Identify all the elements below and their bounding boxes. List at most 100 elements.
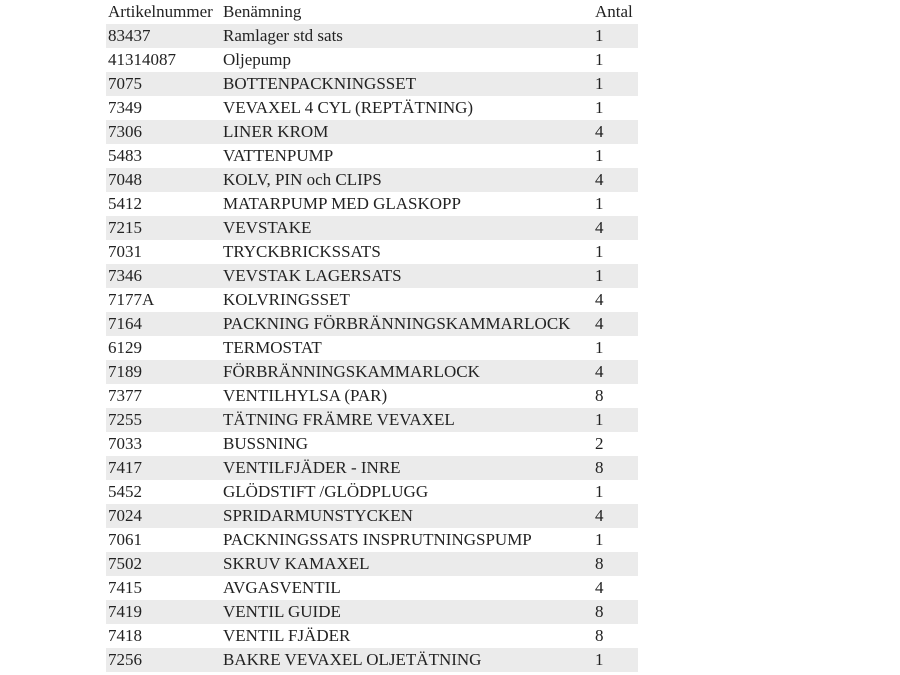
table-row: 7164 PACKNING FÖRBRÄNNINGSKAMMARLOCK 4: [106, 312, 638, 336]
header-name: Benämning: [223, 2, 302, 21]
table-row: 6129 TERMOSTAT 1: [106, 336, 638, 360]
cell-qty: 1: [593, 648, 638, 672]
cell-article: 5412: [108, 194, 142, 213]
cell-name: FÖRBRÄNNINGSKAMMARLOCK: [221, 360, 593, 384]
cell-qty: 1: [593, 264, 638, 288]
cell-qty: 1: [595, 98, 604, 117]
cell-qty: 1: [595, 50, 604, 69]
table-row: 7255 TÄTNING FRÄMRE VEVAXEL 1: [106, 408, 638, 432]
cell-name: PACKNING FÖRBRÄNNINGSKAMMARLOCK: [221, 312, 593, 336]
parts-table: Artikelnummer Benämning Antal 83437 Ramla…: [106, 0, 638, 672]
cell-qty: 1: [595, 242, 604, 261]
table-row: 7419 VENTIL GUIDE 8: [106, 600, 638, 624]
cell-name: TÄTNING FRÄMRE VEVAXEL: [221, 408, 593, 432]
cell-article: 7256: [106, 648, 221, 672]
table-row: 7075 BOTTENPACKNINGSSET 1: [106, 72, 638, 96]
cell-qty: 4: [593, 504, 638, 528]
cell-qty: 1: [595, 194, 604, 213]
cell-qty: 1: [595, 338, 604, 357]
table-row: 7306 LINER KROM 4: [106, 120, 638, 144]
table-row: 5452 GLÖDSTIFT /GLÖDPLUGG 1: [106, 480, 638, 504]
cell-qty: 1: [593, 24, 638, 48]
cell-qty: 2: [595, 434, 604, 453]
cell-name: SKRUV KAMAXEL: [221, 552, 593, 576]
cell-name: VENTIL FJÄDER: [223, 626, 351, 645]
table-row: 7349 VEVAXEL 4 CYL (REPTÄTNING) 1: [106, 96, 638, 120]
table-row: 7502 SKRUV KAMAXEL 8: [106, 552, 638, 576]
cell-name: PACKNINGSSATS INSPRUTNINGSPUMP: [223, 530, 532, 549]
cell-article: 7061: [108, 530, 142, 549]
cell-article: 5483: [108, 146, 142, 165]
table-row: 7177A KOLVRINGSSET 4: [106, 288, 638, 312]
cell-qty: 1: [595, 146, 604, 165]
cell-article: 7349: [108, 98, 142, 117]
table-row: 41314087 Oljepump 1: [106, 48, 638, 72]
cell-name: VEVSTAKE: [221, 216, 593, 240]
cell-article: 7419: [106, 600, 221, 624]
table-row: 7415 AVGASVENTIL 4: [106, 576, 638, 600]
cell-qty: 1: [595, 482, 604, 501]
cell-qty: 4: [593, 312, 638, 336]
table-row: 83437 Ramlager std sats 1: [106, 24, 638, 48]
table-row: 5412 MATARPUMP MED GLASKOPP 1: [106, 192, 638, 216]
cell-qty: 8: [595, 386, 604, 405]
cell-qty: 4: [595, 290, 604, 309]
cell-article: 7033: [108, 434, 142, 453]
cell-article: 7377: [108, 386, 142, 405]
cell-qty: 8: [593, 600, 638, 624]
table-row: 7346 VEVSTAK LAGERSATS 1: [106, 264, 638, 288]
cell-qty: 8: [593, 552, 638, 576]
cell-name: BAKRE VEVAXEL OLJETÄTNING: [221, 648, 593, 672]
cell-article: 7502: [106, 552, 221, 576]
cell-qty: 4: [595, 578, 604, 597]
cell-name: VENTIL GUIDE: [221, 600, 593, 624]
table-row: 7256 BAKRE VEVAXEL OLJETÄTNING 1: [106, 648, 638, 672]
cell-article: 41314087: [108, 50, 176, 69]
cell-name: KOLV, PIN och CLIPS: [221, 168, 593, 192]
table-row: 7033 BUSSNING 2: [106, 432, 638, 456]
cell-article: 7215: [106, 216, 221, 240]
table-row: 7048 KOLV, PIN och CLIPS 4: [106, 168, 638, 192]
cell-article: 7075: [106, 72, 221, 96]
header-qty: Antal: [595, 2, 633, 21]
cell-article: 7417: [106, 456, 221, 480]
table-row: 7418 VENTIL FJÄDER 8: [106, 624, 638, 648]
cell-name: VENTILFJÄDER - INRE: [221, 456, 593, 480]
cell-article: 7177A: [108, 290, 155, 309]
cell-article: 7415: [108, 578, 142, 597]
table-row: 7215 VEVSTAKE 4: [106, 216, 638, 240]
cell-name: SPRIDARMUNSTYCKEN: [221, 504, 593, 528]
cell-article: 7255: [106, 408, 221, 432]
cell-article: 6129: [108, 338, 142, 357]
cell-article: 5452: [108, 482, 142, 501]
table-row: 7377 VENTILHYLSA (PAR) 8: [106, 384, 638, 408]
cell-name: VEVSTAK LAGERSATS: [221, 264, 593, 288]
cell-name: VATTENPUMP: [223, 146, 334, 165]
table-row: 5483 VATTENPUMP 1: [106, 144, 638, 168]
cell-name: BOTTENPACKNINGSSET: [221, 72, 593, 96]
table-row: 7024 SPRIDARMUNSTYCKEN 4: [106, 504, 638, 528]
cell-article: 7346: [106, 264, 221, 288]
cell-name: LINER KROM: [221, 120, 593, 144]
table-row: 7061 PACKNINGSSATS INSPRUTNINGSPUMP 1: [106, 528, 638, 552]
cell-article: 7048: [106, 168, 221, 192]
cell-qty: 1: [593, 72, 638, 96]
cell-article: 7189: [106, 360, 221, 384]
cell-qty: 1: [593, 408, 638, 432]
cell-name: VEVAXEL 4 CYL (REPTÄTNING): [223, 98, 474, 117]
cell-article: 7418: [108, 626, 142, 645]
cell-name: MATARPUMP MED GLASKOPP: [223, 194, 461, 213]
header-article: Artikelnummer: [108, 2, 213, 21]
cell-name: TRYCKBRICKSSATS: [223, 242, 381, 261]
cell-name: VENTILHYLSA (PAR): [223, 386, 388, 405]
cell-qty: 4: [593, 120, 638, 144]
cell-article: 7164: [106, 312, 221, 336]
cell-name: BUSSNING: [223, 434, 309, 453]
table-row: 7189 FÖRBRÄNNINGSKAMMARLOCK 4: [106, 360, 638, 384]
table-row: 7031 TRYCKBRICKSSATS 1: [106, 240, 638, 264]
table-row: 7417 VENTILFJÄDER - INRE 8: [106, 456, 638, 480]
cell-article: 7024: [106, 504, 221, 528]
cell-qty: 4: [593, 168, 638, 192]
cell-name: Oljepump: [223, 50, 291, 69]
cell-qty: 8: [593, 456, 638, 480]
